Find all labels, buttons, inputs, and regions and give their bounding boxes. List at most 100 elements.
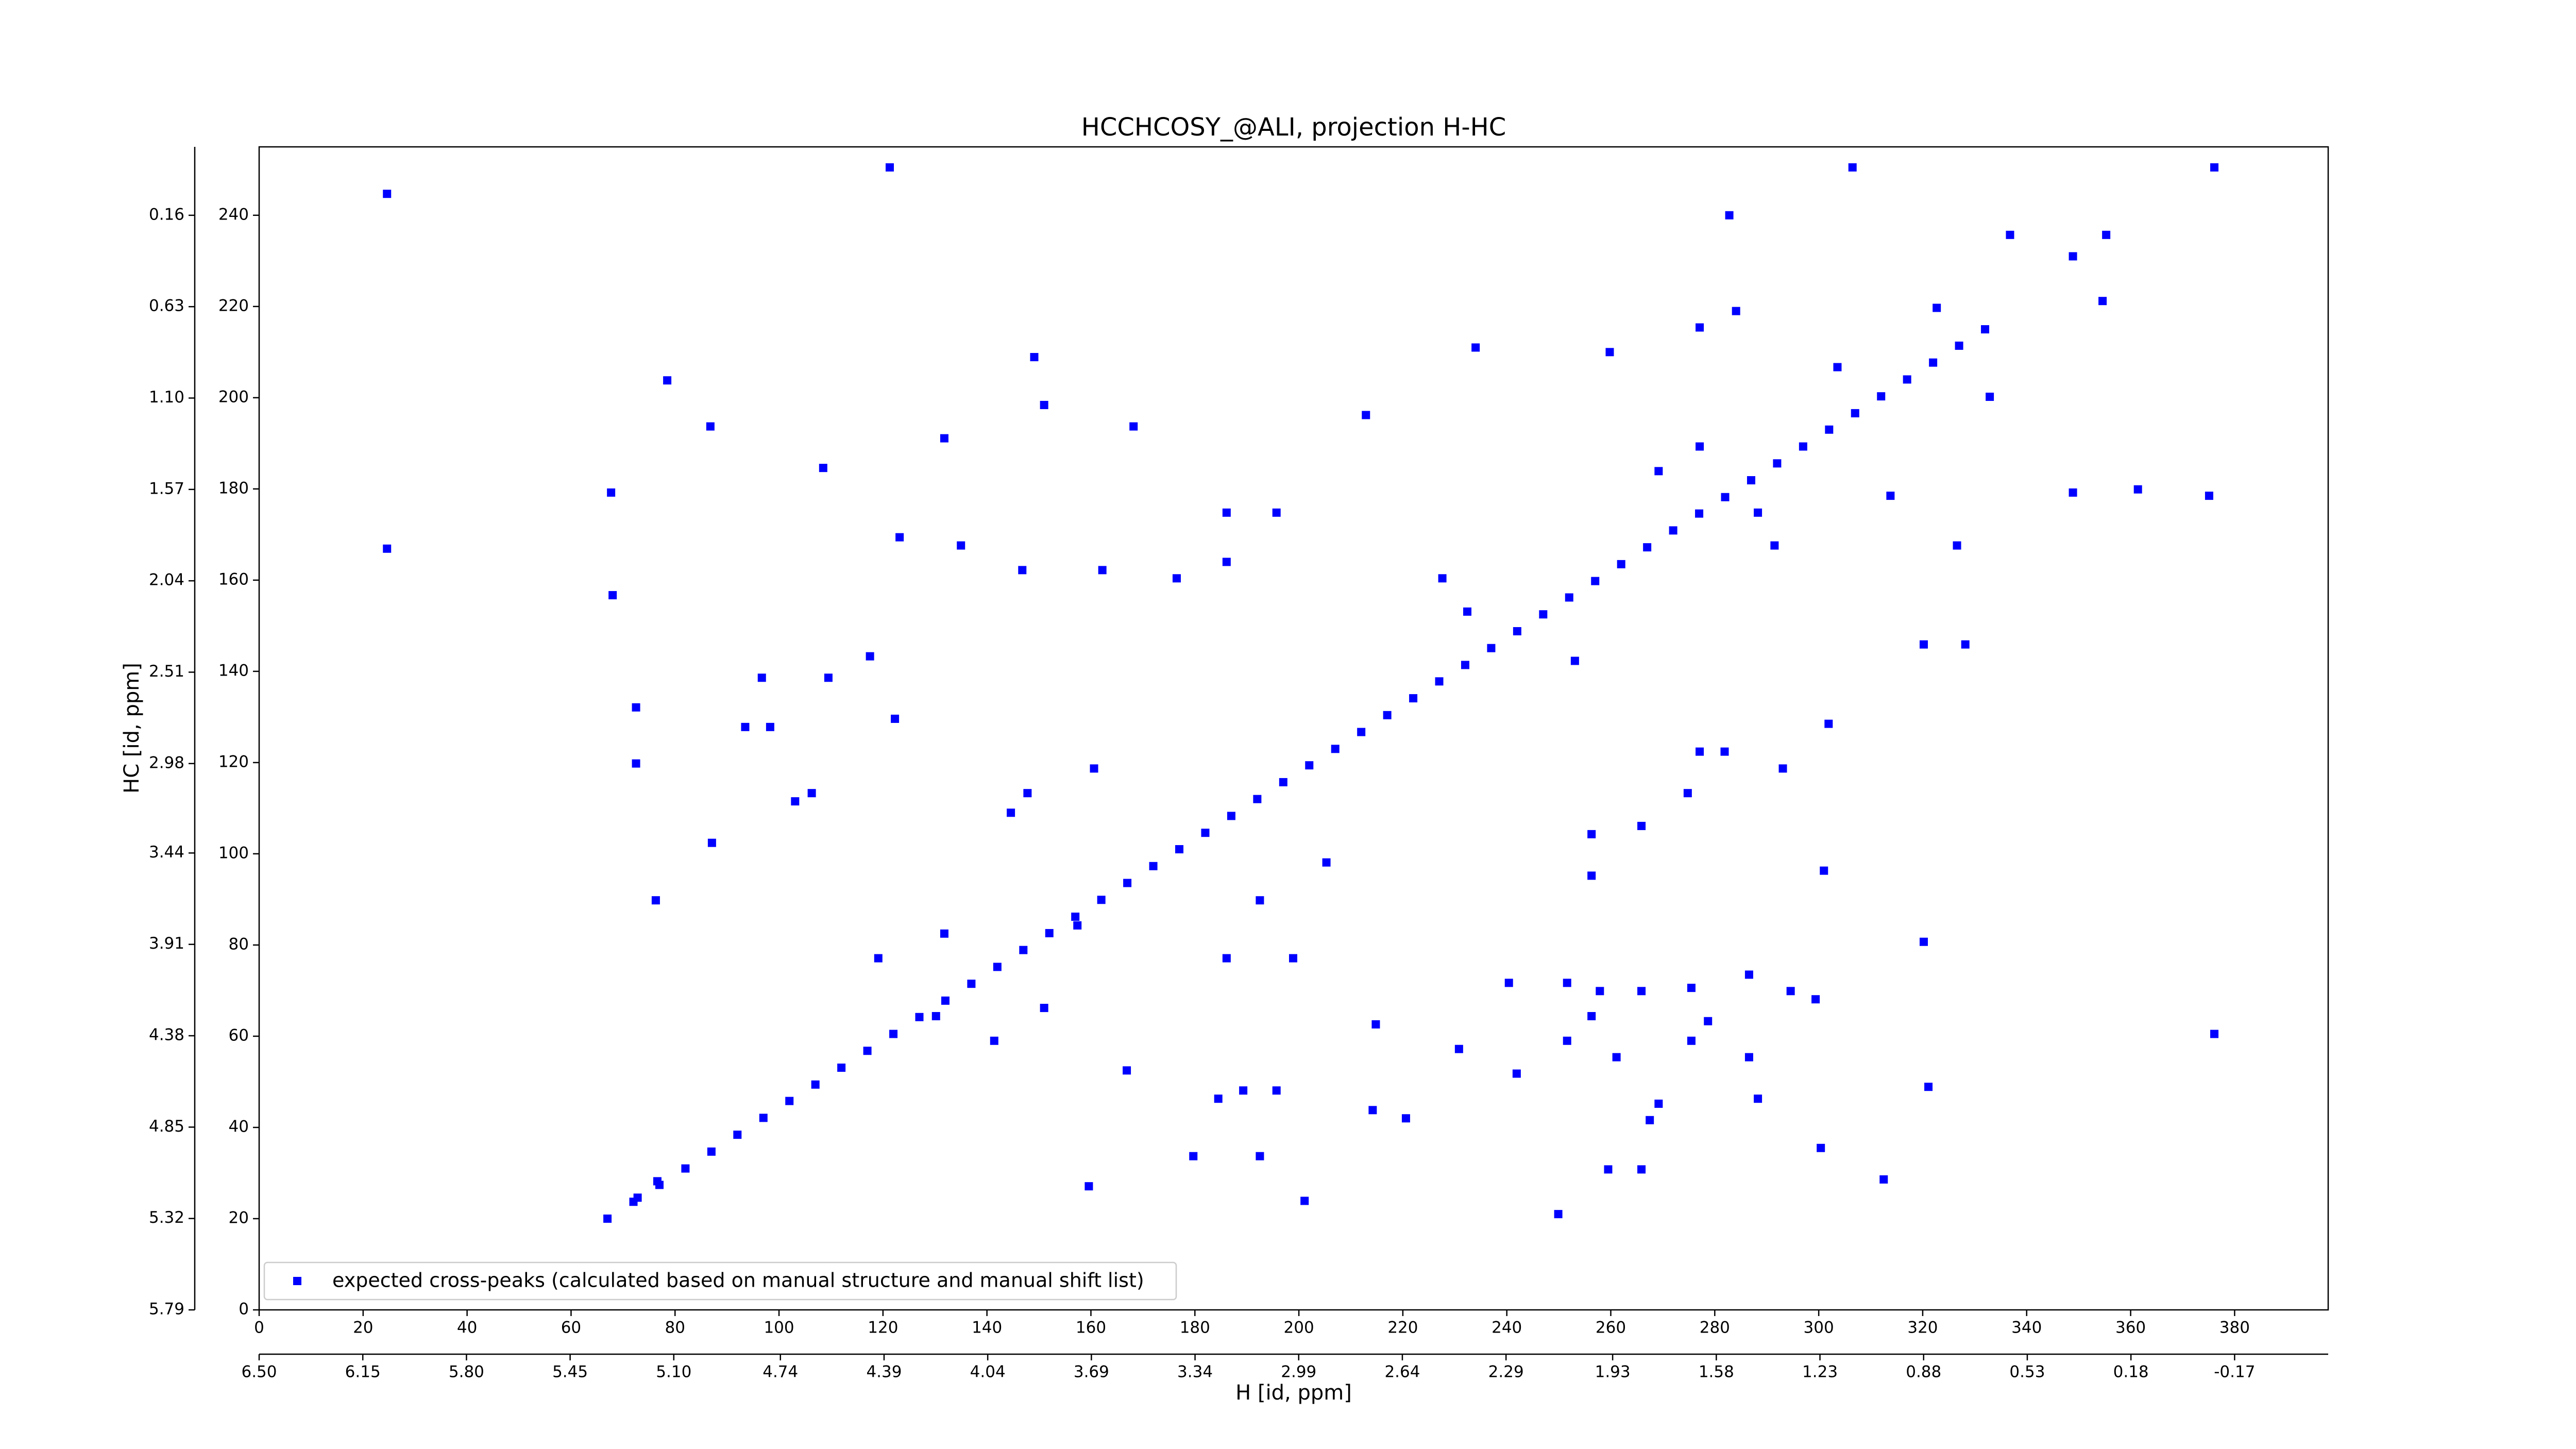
scatter-point (1554, 1210, 1563, 1219)
scatter-point (1637, 821, 1646, 830)
x-tick-label: 320 (1907, 1319, 1938, 1337)
scatter-point (1279, 778, 1287, 786)
scatter-point (1811, 995, 1820, 1004)
x-tick-label: 180 (1180, 1319, 1210, 1337)
y-tick-label: 180 (218, 479, 249, 497)
scatter-point (1770, 541, 1779, 550)
y2-tick-label: 5.79 (149, 1300, 184, 1319)
scatter-point (967, 980, 976, 988)
y2-tick-label: 4.38 (149, 1026, 184, 1044)
scatter-point (957, 541, 965, 550)
scatter-point (1654, 467, 1663, 476)
scatter-point (1669, 526, 1677, 535)
legend-marker (293, 1277, 301, 1285)
scatter-point (2102, 230, 2111, 239)
y2-tick-label: 0.16 (149, 205, 184, 224)
y-tick-label: 20 (229, 1208, 249, 1227)
scatter-point (940, 929, 948, 938)
y-tick-label: 80 (229, 935, 249, 953)
scatter-point (1637, 987, 1646, 996)
scatter-point (1591, 577, 1600, 585)
scatter-point (1071, 913, 1080, 921)
scatter-point (1401, 1114, 1410, 1123)
scatter-point (889, 1030, 898, 1038)
y2-tick-label: 4.85 (149, 1117, 184, 1136)
scatter-point (766, 722, 774, 731)
scatter-point (1820, 866, 1828, 875)
x2-tick-label: 1.23 (1802, 1363, 1838, 1381)
scatter-point (915, 1013, 924, 1021)
scatter-point (383, 544, 392, 553)
scatter-point (1222, 954, 1231, 963)
scatter-point (632, 759, 640, 768)
scatter-point (1877, 392, 1886, 401)
scatter-point (1879, 1175, 1888, 1184)
scatter-point (1754, 1094, 1762, 1103)
x-tick-label: 100 (764, 1319, 794, 1337)
scatter-point (707, 838, 716, 847)
scatter-point (1239, 1086, 1248, 1095)
scatter-point (1383, 711, 1392, 719)
scatter-point (1305, 761, 1314, 770)
scatter-point (1747, 476, 1755, 485)
scatter-point (1799, 442, 1807, 451)
scatter-point (2006, 230, 2014, 239)
x-tick-label: 300 (1804, 1319, 1834, 1337)
scatter-point (2069, 252, 2077, 261)
x-tick-label: 160 (1076, 1319, 1106, 1337)
y2-tick-label: 2.04 (149, 571, 184, 589)
scatter-point (1695, 509, 1704, 518)
scatter-point (1189, 1152, 1198, 1160)
scatter-point (1565, 593, 1573, 602)
y-tick-label: 220 (218, 296, 249, 315)
scatter-point (1817, 1143, 1825, 1152)
scatter-point (653, 1177, 662, 1186)
scatter-point (1704, 1017, 1713, 1025)
scatter-point (1696, 323, 1704, 332)
x2-tick-label: -0.17 (2214, 1363, 2255, 1381)
x-tick-label: 380 (2219, 1319, 2250, 1337)
x2-tick-label: 4.74 (762, 1363, 798, 1381)
x-tick-label: 240 (1492, 1319, 1522, 1337)
scatter-point (1090, 764, 1098, 773)
x-tick-label: 80 (665, 1319, 685, 1337)
scatter-point (1696, 442, 1704, 451)
scatter-point (807, 789, 816, 798)
scatter-point (1409, 694, 1418, 703)
x2-tick-label: 3.69 (1074, 1363, 1109, 1381)
scatter-point (1129, 422, 1138, 431)
scatter-point (1272, 1086, 1281, 1095)
scatter-point (1214, 1094, 1223, 1103)
x-tick-label: 0 (254, 1319, 264, 1337)
x2-tick-label: 4.39 (866, 1363, 902, 1381)
scatter-point (1604, 1165, 1613, 1174)
scatter-point (706, 422, 715, 431)
scatter-point (1919, 937, 1928, 946)
x-axis-label: H [id, ppm] (1235, 1381, 1352, 1405)
x-tick-label: 140 (972, 1319, 1002, 1337)
scatter-point (1272, 508, 1281, 517)
scatter-point (824, 673, 833, 682)
scatter-point (1825, 425, 1834, 434)
y-tick-label: 120 (218, 752, 249, 771)
scatter-point (891, 714, 900, 723)
x2-tick-label: 2.99 (1281, 1363, 1316, 1381)
scatter-point (633, 1193, 642, 1202)
scatter-point (1587, 1012, 1596, 1020)
scatter-point (681, 1164, 690, 1173)
scatter-point (1754, 508, 1762, 517)
plot-frame (258, 146, 2329, 1311)
scatter-point (1123, 1066, 1131, 1075)
scatter-point (1097, 896, 1106, 904)
x2-tick-label: 0.88 (1906, 1363, 1941, 1381)
scatter-point (1084, 1182, 1093, 1191)
y2-tick-label: 1.57 (149, 479, 184, 498)
scatter-point (2210, 163, 2219, 172)
y2-tick-label: 2.98 (149, 753, 184, 772)
x2-tick-label: 3.34 (1177, 1363, 1213, 1381)
x2-tick-label: 2.64 (1384, 1363, 1420, 1381)
legend: expected cross-peaks (calculated based o… (263, 1261, 1177, 1301)
legend-box (263, 1261, 1177, 1301)
scatter-point (1961, 640, 1970, 649)
